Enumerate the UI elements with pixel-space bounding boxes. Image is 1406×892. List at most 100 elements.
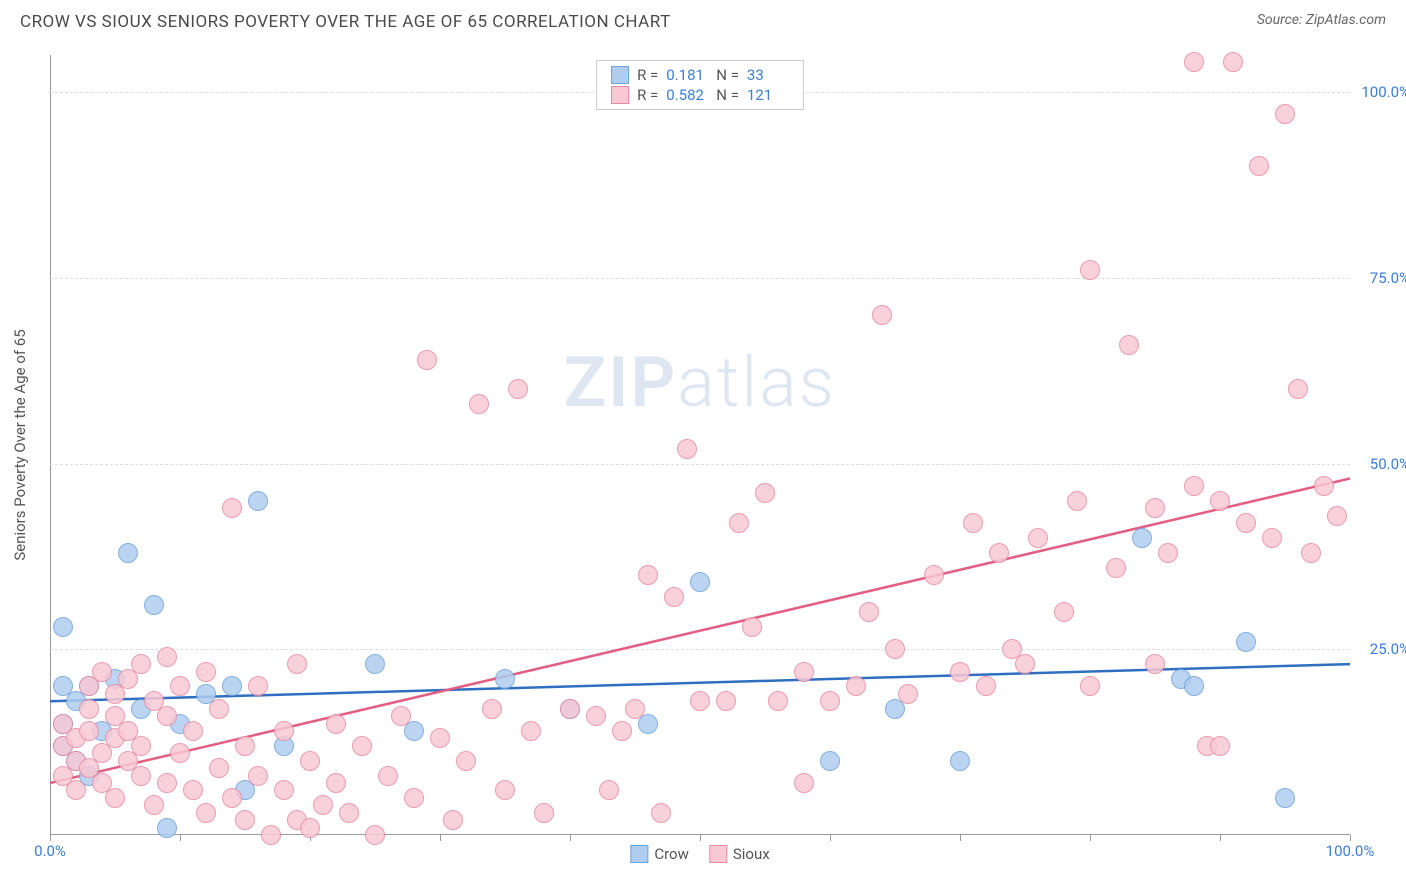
sioux-point (976, 676, 996, 696)
y-tick-label: 50.0% (1355, 455, 1406, 473)
sioux-point (287, 654, 307, 674)
sioux-point (534, 803, 554, 823)
sioux-point (1314, 476, 1334, 496)
sioux-point (690, 691, 710, 711)
x-tick (960, 835, 961, 841)
sioux-point (170, 676, 190, 696)
grid-line (50, 464, 1350, 465)
sioux-point (1262, 528, 1282, 548)
sioux-point (677, 439, 697, 459)
n-label: N = (716, 66, 739, 84)
scatter-chart: Seniors Poverty Over the Age of 65 ZIPat… (50, 55, 1350, 835)
sioux-point (521, 721, 541, 741)
sioux-point (495, 780, 515, 800)
sioux-point (1327, 506, 1347, 526)
sioux-point (131, 766, 151, 786)
sioux-point (898, 684, 918, 704)
sioux-point (846, 676, 866, 696)
n-label: N = (716, 86, 739, 104)
sioux-point (391, 706, 411, 726)
sioux-point (1210, 736, 1230, 756)
sioux-point (729, 513, 749, 533)
sioux-point (144, 795, 164, 815)
sioux-point (352, 736, 372, 756)
crow-point (248, 491, 268, 511)
stats-row-sioux: R =0.582N =121 (611, 85, 789, 105)
plot-area: ZIPatlas 25.0%50.0%75.0%100.0%0.0%100.0%… (50, 55, 1350, 835)
sioux-point (1275, 104, 1295, 124)
legend-label: Crow (654, 845, 689, 863)
n-value: 33 (747, 66, 789, 84)
sioux-point (209, 758, 229, 778)
sioux-point (235, 736, 255, 756)
sioux-point (820, 691, 840, 711)
x-tick (50, 835, 51, 841)
sioux-point (443, 810, 463, 830)
sioux-point (768, 691, 788, 711)
y-axis-line (50, 55, 51, 835)
sioux-point (404, 788, 424, 808)
crow-point (118, 543, 138, 563)
crow-point (157, 818, 177, 838)
sioux-point (1184, 476, 1204, 496)
sioux-point (261, 825, 281, 845)
sioux-point (1301, 543, 1321, 563)
sioux-point (560, 699, 580, 719)
legend-item-sioux: Sioux (709, 845, 770, 863)
sioux-point (1106, 558, 1126, 578)
source-attribution: Source: ZipAtlas.com (1257, 12, 1386, 28)
sioux-point (638, 565, 658, 585)
sioux-point (430, 728, 450, 748)
crow-point (820, 751, 840, 771)
sioux-point (1184, 52, 1204, 72)
x-tick (180, 835, 181, 841)
y-axis-label: Seniors Poverty Over the Age of 65 (11, 329, 29, 560)
sioux-point (1067, 491, 1087, 511)
grid-line (50, 278, 1350, 279)
crow-point (144, 595, 164, 615)
sioux-point (794, 662, 814, 682)
r-label: R = (637, 66, 658, 84)
y-tick-label: 25.0% (1355, 640, 1406, 658)
sioux-point (599, 780, 619, 800)
n-value: 121 (747, 86, 789, 104)
sioux-point (157, 647, 177, 667)
sioux-point (1080, 676, 1100, 696)
crow-swatch-icon (611, 66, 629, 84)
x-tick (1350, 835, 1351, 841)
sioux-point (248, 676, 268, 696)
sioux-point (79, 721, 99, 741)
crow-swatch-icon (630, 845, 648, 863)
sioux-point (196, 803, 216, 823)
sioux-point (170, 743, 190, 763)
sioux-point (1015, 654, 1035, 674)
sioux-point (885, 639, 905, 659)
x-tick (1220, 835, 1221, 841)
sioux-point (716, 691, 736, 711)
grid-line (50, 649, 1350, 650)
x-tick (1090, 835, 1091, 841)
r-value: 0.582 (666, 86, 708, 104)
crow-point (1184, 676, 1204, 696)
sioux-point (274, 780, 294, 800)
sioux-point (157, 773, 177, 793)
sioux-point (365, 825, 385, 845)
stats-legend: R =0.181N =33R =0.582N =121 (596, 60, 804, 110)
y-tick-label: 75.0% (1355, 269, 1406, 287)
sioux-point (1158, 543, 1178, 563)
sioux-point (222, 498, 242, 518)
sioux-point (183, 780, 203, 800)
x-tick-label: 0.0% (34, 842, 66, 860)
crow-point (690, 572, 710, 592)
sioux-point (235, 810, 255, 830)
sioux-point (950, 662, 970, 682)
sioux-point (1249, 156, 1269, 176)
sioux-point (508, 379, 528, 399)
sioux-point (586, 706, 606, 726)
sioux-point (79, 699, 99, 719)
sioux-point (612, 721, 632, 741)
sioux-point (664, 587, 684, 607)
crow-point (1236, 632, 1256, 652)
sioux-point (131, 736, 151, 756)
sioux-point (209, 699, 229, 719)
